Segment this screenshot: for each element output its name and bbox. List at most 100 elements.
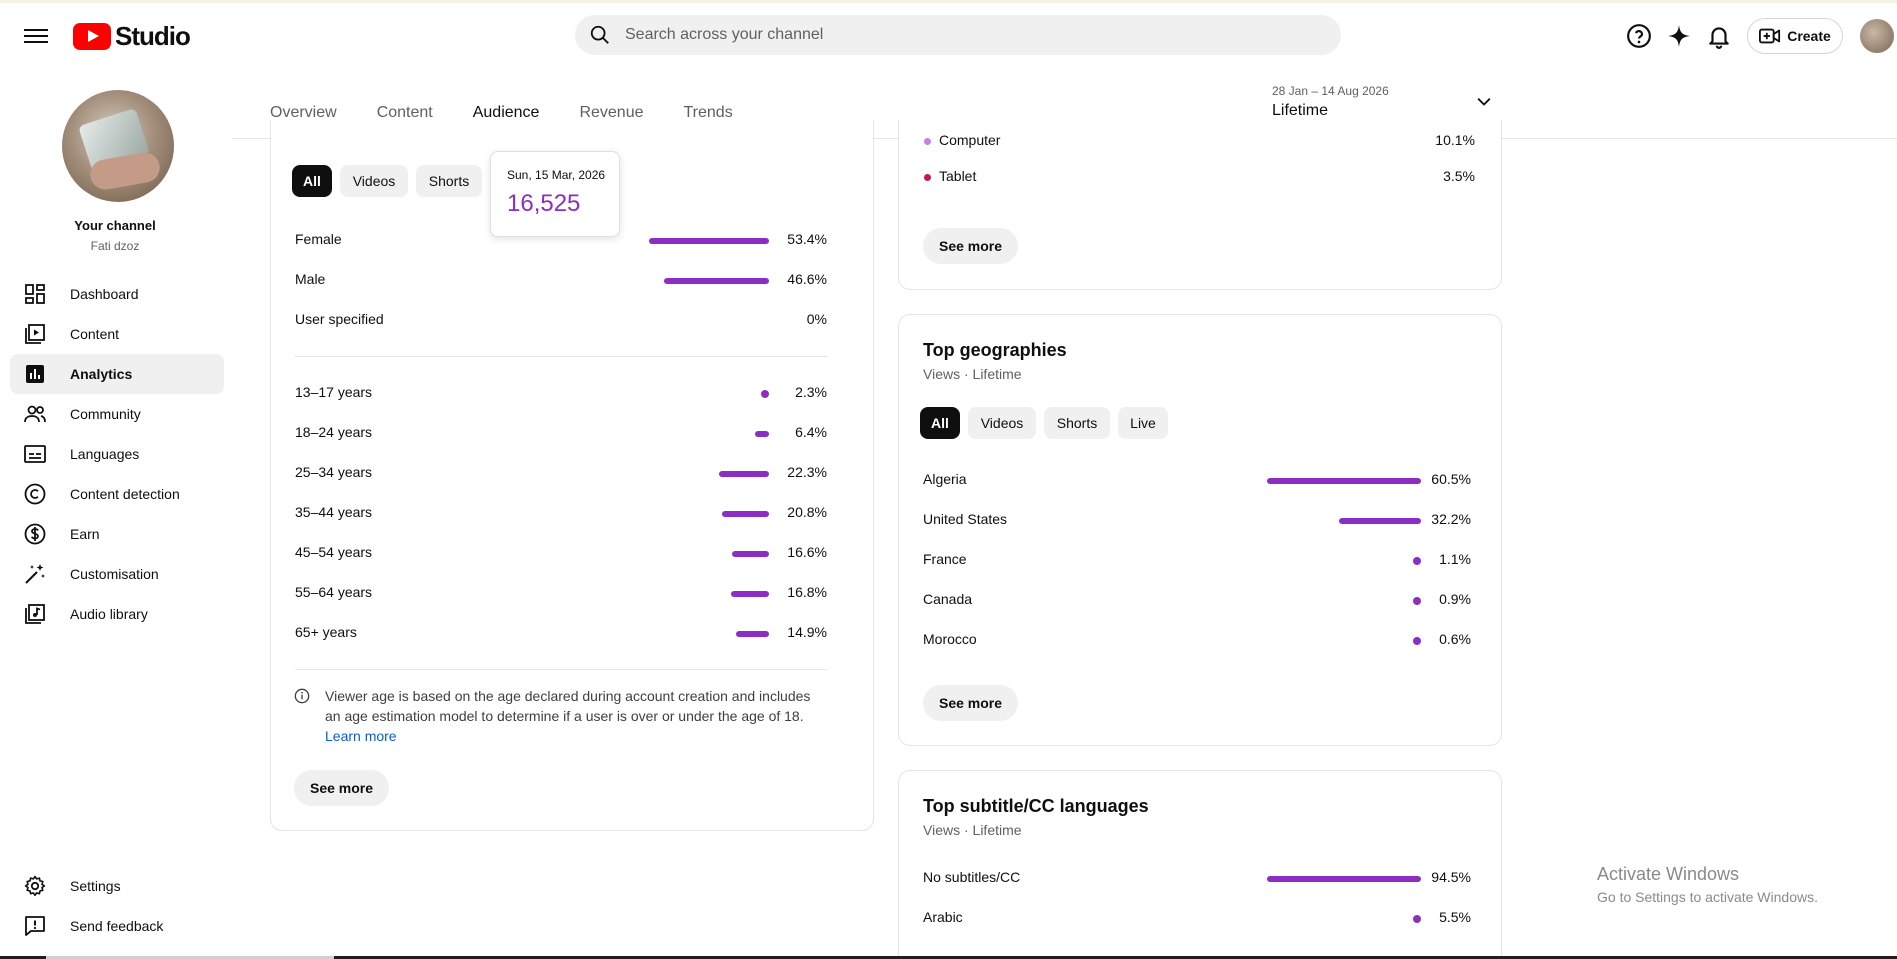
row-label: 35–44 years — [295, 504, 373, 520]
search-input[interactable] — [625, 26, 1305, 44]
percent-bar — [664, 278, 769, 284]
sparkle-icon[interactable] — [1666, 23, 1692, 49]
row-value: 53.4% — [787, 231, 827, 247]
row-label: 45–54 years — [295, 544, 373, 560]
section-divider — [295, 356, 827, 357]
percent-bar — [1339, 518, 1421, 524]
tab-content[interactable]: Content — [376, 104, 433, 121]
sidebar-item-label: Send feedback — [70, 918, 164, 934]
windows-activation-watermark: Activate Windows Go to Settings to activ… — [1597, 864, 1818, 905]
geographies-chip-live[interactable]: Live — [1118, 407, 1168, 439]
demographics-see-more-button[interactable]: See more — [294, 770, 390, 806]
sidebar-item-send-feedback[interactable]: Send feedback — [10, 906, 224, 946]
age-note-text: Viewer age is based on the age declared … — [325, 688, 811, 724]
sidebar-item-community[interactable]: Community — [10, 394, 224, 434]
demographics-chip-videos[interactable]: Videos — [340, 165, 408, 197]
geographies-chip-shorts[interactable]: Shorts — [1044, 407, 1110, 439]
sidebar-item-label: Languages — [70, 446, 140, 462]
scrollbar-thumb[interactable] — [46, 956, 334, 959]
row-value: 46.6% — [787, 271, 827, 287]
sidebar-item-content[interactable]: Content — [10, 314, 224, 354]
demographics-chip-all[interactable]: All — [292, 165, 332, 197]
row-value: 22.3% — [787, 464, 827, 480]
row-label: Algeria — [923, 471, 967, 487]
sidebar-item-earn[interactable]: Earn — [10, 514, 224, 554]
row-label: Canada — [923, 591, 973, 607]
percent-bar — [649, 238, 769, 244]
create-video-icon — [1759, 28, 1781, 44]
languages-icon — [24, 445, 46, 463]
gender-row: Female 53.4% — [295, 231, 827, 251]
row-value: 3.5% — [1443, 168, 1475, 184]
row-label: Male — [295, 271, 326, 287]
row-value: 32.2% — [1431, 511, 1471, 527]
learn-more-link[interactable]: Learn more — [325, 728, 397, 744]
tab-overview[interactable]: Overview — [270, 104, 337, 121]
geographies-chip-all[interactable]: All — [920, 407, 960, 439]
date-range-label: Lifetime — [1272, 102, 1329, 119]
sidebar-item-dashboard[interactable]: Dashboard — [10, 274, 224, 314]
row-value: 2.3% — [795, 384, 827, 400]
content-icon — [25, 324, 45, 344]
sidebar-item-customisation[interactable]: Customisation — [10, 554, 224, 594]
percent-dot — [1413, 557, 1421, 565]
device-row: Computer 10.1% — [923, 132, 1475, 152]
sidebar-item-analytics[interactable]: Analytics — [10, 354, 224, 394]
geography-row: United States 32.2% — [923, 511, 1471, 531]
earn-icon — [24, 523, 46, 545]
devices-see-more-button[interactable]: See more — [923, 228, 1019, 264]
row-value: 20.8% — [787, 504, 827, 520]
geographies-chip-videos[interactable]: Videos — [968, 407, 1036, 439]
sidebar-item-settings[interactable]: Settings — [10, 866, 224, 906]
analytics-icon — [26, 365, 44, 383]
tab-revenue[interactable]: Revenue — [579, 104, 644, 121]
sidebar-item-label: Dashboard — [70, 286, 139, 302]
tooltip-date: Sun, 15 Mar, 2026 — [507, 168, 606, 182]
percent-dot — [1413, 597, 1421, 605]
row-value: 60.5% — [1431, 471, 1471, 487]
row-value: 16.8% — [787, 584, 827, 600]
sidebar-item-content-detection[interactable]: Content detection — [10, 474, 224, 514]
tab-trends[interactable]: Trends — [683, 104, 733, 121]
search-bar[interactable] — [575, 15, 1341, 55]
channel-avatar[interactable] — [62, 90, 174, 202]
create-button[interactable]: Create — [1747, 18, 1843, 54]
row-label: 55–64 years — [295, 584, 373, 600]
geography-row: France 1.1% — [923, 551, 1471, 571]
row-value: 10.1% — [1435, 132, 1475, 148]
age-row: 45–54 years 16.6% — [295, 544, 827, 564]
community-icon — [24, 405, 46, 423]
chevron-down-icon — [1477, 98, 1491, 106]
top-border — [0, 0, 1897, 3]
watermark-title: Activate Windows — [1597, 864, 1740, 884]
row-value: 5.5% — [1439, 909, 1471, 925]
percent-bar — [731, 591, 769, 597]
percent-bar — [755, 431, 769, 437]
date-range-text: 28 Jan – 14 Aug 2026 — [1272, 84, 1389, 98]
date-range-picker[interactable]: 28 Jan – 14 Aug 2026 Lifetime — [1272, 84, 1502, 124]
section-divider — [295, 669, 827, 670]
row-label: Female — [295, 231, 342, 247]
percent-bar — [1267, 876, 1421, 882]
demographics-chip-shorts[interactable]: Shorts — [416, 165, 482, 197]
device-type-card: Computer 10.1% Tablet 3.5% See more — [898, 120, 1502, 290]
horizontal-scrollbar[interactable] — [0, 956, 1897, 959]
row-label: Morocco — [923, 631, 977, 647]
sidebar-item-audio-library[interactable]: Audio library — [10, 594, 224, 634]
account-avatar[interactable] — [1860, 19, 1894, 53]
bell-icon[interactable] — [1706, 23, 1732, 49]
sidebar-item-languages[interactable]: Languages — [10, 434, 224, 474]
help-icon[interactable] — [1626, 23, 1652, 49]
geographies-see-more-button[interactable]: See more — [923, 685, 1019, 721]
row-value: 6.4% — [795, 424, 827, 440]
sidebar-item-label: Audio library — [70, 606, 148, 622]
device-row: Tablet 3.5% — [923, 168, 1475, 188]
row-label: Arabic — [923, 909, 963, 925]
percent-bar — [1267, 478, 1421, 484]
studio-logo[interactable]: Studio — [73, 21, 191, 52]
search-icon — [590, 25, 609, 44]
row-value: 0.9% — [1439, 591, 1471, 607]
menu-icon[interactable] — [24, 25, 48, 49]
top-subtitle-languages-card: Top subtitle/CC languages Views · Lifeti… — [898, 770, 1502, 959]
audio-library-icon — [25, 604, 45, 624]
